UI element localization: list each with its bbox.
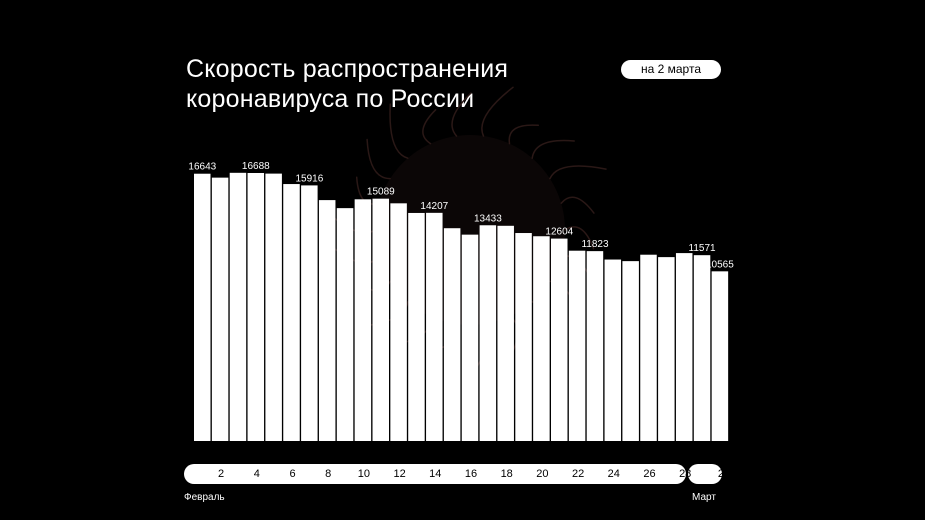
x-axis-february <box>184 464 686 484</box>
bar-Февраль-20 <box>533 236 550 441</box>
data-label: 15089 <box>367 187 395 198</box>
x-axis-march <box>688 464 722 484</box>
data-label: 10565 <box>706 259 734 270</box>
chart-title-line-1: Скорость распространения <box>186 55 509 83</box>
x-tick-label: 2 <box>717 468 724 480</box>
bar-Февраль-14 <box>426 212 443 441</box>
x-tick-label: 16 <box>464 468 478 480</box>
x-tick-label: 14 <box>429 468 442 480</box>
bar-Февраль-19 <box>515 233 532 441</box>
x-tick-label: 4 <box>253 468 260 480</box>
bar-Февраль-12 <box>390 203 407 441</box>
virus-spike <box>389 103 409 159</box>
month-label-march: Март <box>692 492 716 503</box>
virus-spike <box>560 196 595 214</box>
data-label: 11823 <box>581 239 609 250</box>
month-label-february: Февраль <box>184 492 225 503</box>
bar-Февраль-2 <box>211 177 229 441</box>
data-label: 16643 <box>188 162 216 173</box>
data-label: 16688 <box>242 161 270 172</box>
bar-Февраль-26 <box>640 254 657 441</box>
virus-spike <box>366 138 391 180</box>
bar-Февраль-10 <box>354 199 372 441</box>
bar-Февраль-4 <box>247 173 265 441</box>
data-label: 13433 <box>474 213 502 224</box>
bar-Февраль-28 <box>675 253 693 441</box>
bar-Февраль-25 <box>622 261 639 441</box>
data-label: 12604 <box>545 227 573 238</box>
virus-spike <box>508 124 540 145</box>
bar-Февраль-16 <box>461 234 479 441</box>
bar-Февраль-5 <box>265 173 282 442</box>
data-label: 15916 <box>295 173 323 184</box>
x-tick-label: 12 <box>393 468 406 480</box>
virus-spike <box>451 92 472 137</box>
data-label: 11571 <box>689 243 717 254</box>
bar-Март-1 <box>693 255 711 441</box>
x-tick-label: 8 <box>325 468 332 480</box>
x-tick-label: 2 <box>218 468 225 480</box>
bar-Февраль-21 <box>551 238 568 441</box>
bar-Февраль-9 <box>336 208 354 441</box>
bar-Февраль-27 <box>658 257 675 441</box>
bar-Февраль-24 <box>604 259 622 441</box>
virus-spike <box>481 86 514 137</box>
bar-Февраль-22 <box>568 250 586 441</box>
bar-Февраль-1 <box>194 173 211 441</box>
virus-spike <box>422 109 437 145</box>
data-label: 14207 <box>420 201 448 212</box>
bar-Февраль-15 <box>443 228 461 441</box>
x-tick-label: 10 <box>357 468 371 480</box>
bar-Февраль-6 <box>283 184 300 442</box>
bar-Февраль-23 <box>586 251 604 441</box>
bar-Февраль-11 <box>372 198 389 441</box>
x-tick-label: 28 <box>679 468 692 480</box>
chart-title: Скорость распространения коронавируса по… <box>186 54 508 114</box>
x-tick-label: 24 <box>607 468 620 480</box>
bar-Февраль-7 <box>301 185 318 441</box>
date-badge: на 2 марта <box>621 60 721 79</box>
virus-spike <box>531 139 575 159</box>
bar-Февраль-8 <box>318 200 336 441</box>
x-tick-label: 20 <box>536 468 549 480</box>
bar-Февраль-3 <box>229 172 247 441</box>
x-tick-label: 22 <box>571 468 585 480</box>
virus-spike <box>549 165 607 180</box>
x-tick-label: 6 <box>289 468 296 480</box>
virus-spike <box>564 226 595 250</box>
bar-Февраль-13 <box>408 212 425 441</box>
chart-title-line-2: коронавируса по России <box>186 85 475 113</box>
x-tick-label: 18 <box>500 468 513 480</box>
bar-Март-2 <box>711 271 729 441</box>
bar-Февраль-18 <box>497 225 514 441</box>
x-tick-label: 26 <box>643 468 656 480</box>
bar-Февраль-17 <box>479 225 497 441</box>
